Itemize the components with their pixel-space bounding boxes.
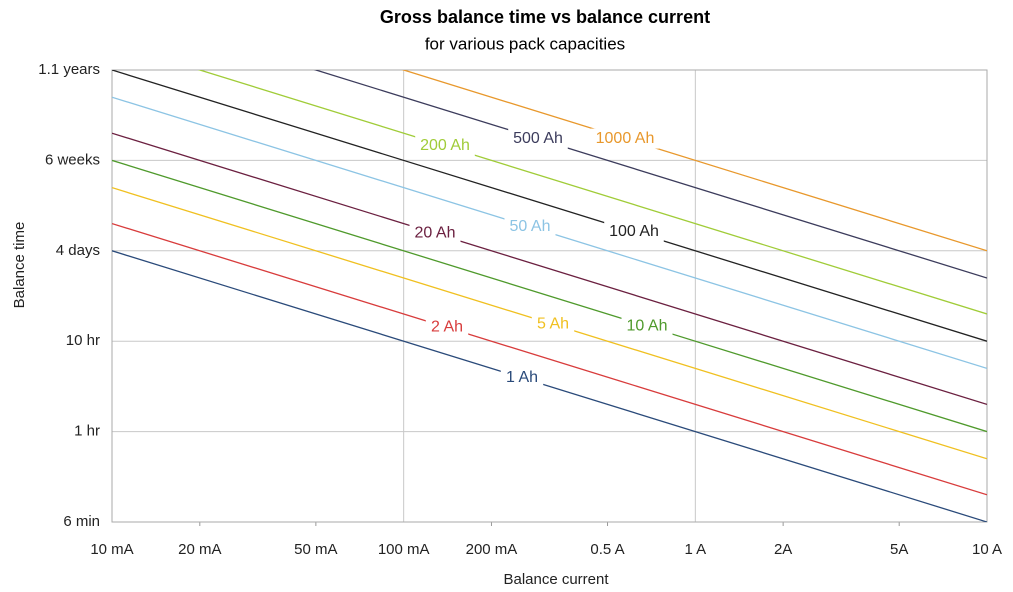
chart-subtitle: for various pack capacities <box>425 34 625 53</box>
x-axis-title: Balance current <box>503 571 609 588</box>
series-line <box>112 132 987 406</box>
series-line <box>112 250 987 522</box>
y-tick-label: 4 days <box>56 242 100 259</box>
line-label-bg <box>621 316 673 337</box>
line-label-bg <box>531 314 575 335</box>
series-line <box>401 70 987 252</box>
line-label: 100 Ah <box>609 223 659 240</box>
chart-title: Gross balance time vs balance current <box>380 7 710 27</box>
y-tick-label: 1.1 years <box>38 61 100 78</box>
series-line <box>112 159 987 433</box>
y-tick-label: 1 hr <box>74 423 100 440</box>
line-label: 20 Ah <box>415 225 456 242</box>
line-label-bg <box>504 216 556 237</box>
x-tick-label: 200 mA <box>466 541 518 558</box>
line-label-bg <box>604 221 664 242</box>
x-tick-label: 5A <box>890 541 908 558</box>
x-tick-label: 1 A <box>684 541 706 558</box>
series-line <box>197 70 987 315</box>
x-tick-label: 10 A <box>972 541 1002 558</box>
y-tick-label: 6 min <box>63 513 100 530</box>
x-tick-label: 0.5 A <box>590 541 624 558</box>
line-label: 5 Ah <box>537 316 569 333</box>
line-label: 1000 Ah <box>596 130 655 147</box>
line-label-bg <box>425 317 469 338</box>
line-label: 50 Ah <box>510 218 551 235</box>
y-tick-label: 6 weeks <box>45 151 100 168</box>
line-label: 500 Ah <box>513 130 563 147</box>
x-tick-label: 20 mA <box>178 541 221 558</box>
line-label: 200 Ah <box>420 137 470 154</box>
plot-frame <box>111 69 988 523</box>
x-tick-label: 2A <box>774 541 792 558</box>
x-tick-label: 100 mA <box>378 541 430 558</box>
line-label-bg <box>415 135 475 156</box>
line-label: 2 Ah <box>431 319 463 336</box>
x-tick-label: 50 mA <box>294 541 337 558</box>
line-label-bg <box>590 128 660 149</box>
series-line <box>112 222 987 496</box>
y-axis-title: Balance time <box>11 222 28 309</box>
line-label: 1 Ah <box>506 369 538 386</box>
x-tick-label: 10 mA <box>90 541 133 558</box>
line-label: 10 Ah <box>627 317 668 334</box>
y-tick-label: 10 hr <box>66 332 100 349</box>
line-label-bg <box>409 223 461 244</box>
line-label-bg <box>500 367 544 388</box>
line-label-bg <box>508 128 568 149</box>
series-line <box>112 70 987 342</box>
